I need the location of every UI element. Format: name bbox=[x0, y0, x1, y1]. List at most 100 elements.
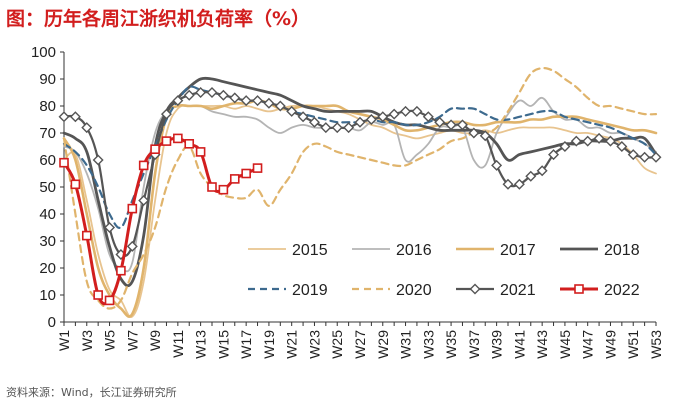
chart-legend: 2015 2016 2017 2018 2019 2020 2021 2022 bbox=[248, 242, 640, 299]
legend-item-2015: 2015 bbox=[248, 242, 328, 259]
point-2021 bbox=[195, 87, 207, 98]
point-2021 bbox=[297, 111, 309, 123]
point-2022 bbox=[70, 179, 81, 190]
point-2021 bbox=[582, 135, 594, 147]
series-2017 bbox=[62, 99, 658, 318]
point-2022 bbox=[150, 144, 160, 154]
point-2021 bbox=[343, 122, 355, 134]
point-2021 bbox=[422, 111, 434, 123]
point-2021 bbox=[81, 122, 93, 134]
y-tick-label: 10 bbox=[39, 287, 56, 304]
y-tick-label: 80 bbox=[39, 98, 56, 115]
series-2022 bbox=[59, 133, 263, 306]
point-2022 bbox=[116, 265, 126, 276]
series-layer bbox=[58, 66, 662, 318]
series-2018 bbox=[62, 76, 658, 288]
point-2021 bbox=[183, 89, 195, 101]
point-2022 bbox=[161, 136, 172, 146]
legend-item-2022: 2022 bbox=[560, 282, 640, 299]
point-2021 bbox=[400, 105, 412, 117]
point-2021 bbox=[388, 108, 400, 120]
point-2021 bbox=[445, 119, 457, 131]
point-2022 bbox=[195, 147, 206, 157]
point-2021 bbox=[536, 165, 548, 177]
point-2021 bbox=[331, 122, 343, 134]
point-2022 bbox=[241, 168, 251, 179]
y-tick-label: 90 bbox=[39, 71, 56, 88]
line-2018 bbox=[62, 76, 658, 288]
point-2021 bbox=[650, 151, 662, 163]
point-2021 bbox=[126, 240, 138, 252]
point-2021 bbox=[229, 92, 241, 104]
line-2015 bbox=[63, 104, 657, 318]
point-2021 bbox=[240, 95, 252, 107]
x-tick-label: W15 bbox=[215, 330, 231, 359]
point-2021 bbox=[434, 116, 446, 128]
point-2021 bbox=[468, 127, 480, 139]
point-2021 bbox=[252, 95, 264, 107]
x-tick-label: W11 bbox=[170, 330, 186, 358]
point-2021 bbox=[69, 111, 81, 123]
x-tick-label: W31 bbox=[398, 330, 414, 359]
legend-item-2021: 2021 bbox=[456, 282, 536, 299]
legend-marker bbox=[574, 284, 584, 294]
legend-label: 2015 bbox=[292, 242, 328, 259]
point-2021 bbox=[513, 178, 525, 190]
y-tick-label: 50 bbox=[39, 179, 56, 196]
x-tick-label: W39 bbox=[489, 330, 505, 359]
x-tick-label: W41 bbox=[511, 330, 527, 359]
chart-axes: 0 10 20 30 40 50 60 70 80 90 100 W1 W3 W5 W7 W9 W11 W13 W1… bbox=[31, 44, 664, 359]
point-2021 bbox=[616, 141, 628, 152]
x-tick-label: W5 bbox=[102, 330, 118, 351]
legend-label: 2017 bbox=[500, 242, 536, 259]
legend-item-2018: 2018 bbox=[560, 242, 640, 259]
point-2021 bbox=[206, 87, 218, 98]
point-2022 bbox=[218, 184, 229, 195]
point-2022 bbox=[184, 139, 195, 149]
x-tick-label: W49 bbox=[602, 330, 618, 359]
point-2021 bbox=[58, 111, 70, 123]
x-tick-label: W51 bbox=[625, 330, 641, 359]
series-2016 bbox=[63, 96, 657, 273]
point-2021 bbox=[160, 108, 172, 120]
y-tick-label: 30 bbox=[39, 233, 56, 250]
point-2021 bbox=[320, 122, 332, 134]
point-2021 bbox=[172, 95, 184, 107]
point-2021 bbox=[593, 132, 605, 144]
point-2021 bbox=[491, 159, 503, 171]
legend-label: 2022 bbox=[604, 282, 640, 299]
point-2022 bbox=[138, 160, 149, 171]
x-tick-label: W9 bbox=[147, 330, 163, 351]
point-2021 bbox=[559, 141, 571, 152]
chart-title: 图：历年各周江浙织机负荷率（%） bbox=[6, 8, 311, 30]
line-2017 bbox=[62, 99, 658, 318]
legend-item-2016: 2016 bbox=[352, 242, 432, 259]
y-tick-label: 40 bbox=[39, 206, 56, 223]
line-2016 bbox=[63, 96, 657, 273]
point-2021 bbox=[525, 170, 537, 182]
legend-label: 2018 bbox=[604, 242, 640, 259]
x-tick-label: W47 bbox=[580, 330, 596, 359]
legend-label: 2021 bbox=[500, 282, 536, 299]
x-tick-label: W7 bbox=[124, 330, 140, 351]
x-tick-label: W45 bbox=[557, 330, 573, 359]
x-tick-label: W17 bbox=[238, 330, 254, 359]
x-tick-label: W25 bbox=[329, 330, 345, 359]
point-2021 bbox=[456, 119, 468, 131]
point-2021 bbox=[411, 105, 423, 117]
point-2022 bbox=[59, 157, 69, 168]
point-2021 bbox=[104, 222, 116, 233]
legend-label: 2016 bbox=[396, 242, 432, 259]
point-2022 bbox=[104, 295, 115, 306]
x-tick-label: W13 bbox=[193, 330, 209, 359]
y-tick-label: 100 bbox=[31, 44, 56, 61]
legend-item-2017: 2017 bbox=[456, 242, 536, 259]
x-tick-label: W37 bbox=[466, 330, 482, 359]
y-tick-label: 60 bbox=[39, 152, 56, 169]
point-2021 bbox=[627, 149, 639, 161]
point-2021 bbox=[217, 89, 229, 101]
series-2020 bbox=[62, 66, 658, 310]
x-tick-label: W21 bbox=[284, 330, 300, 359]
legend-label: 2020 bbox=[396, 282, 432, 299]
point-2021 bbox=[92, 154, 104, 166]
